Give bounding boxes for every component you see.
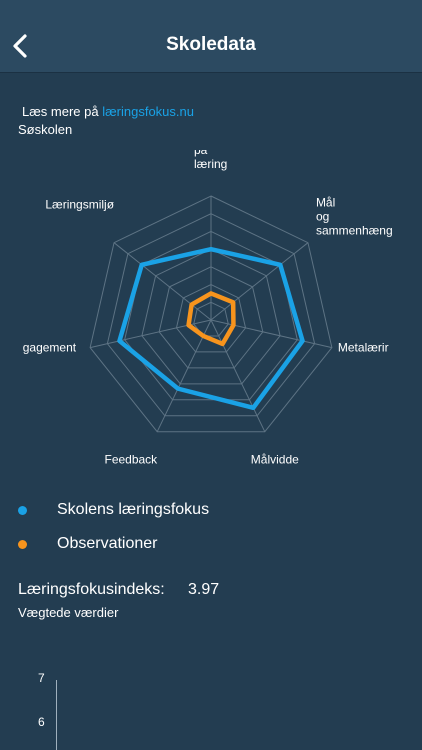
radar-spoke	[89, 319, 212, 349]
radar-axis-label: på læring	[194, 150, 227, 171]
y-tick-label: 6	[38, 715, 45, 729]
school-name: Søskolen	[18, 122, 73, 137]
legend-label: Skolens læringsfokus	[57, 501, 210, 518]
radar-grid-ring	[193, 301, 229, 337]
y-axis-line	[56, 680, 57, 750]
radar-spoke	[156, 319, 212, 432]
radar-axis-label: gagement	[23, 341, 77, 355]
radar-grid-ring	[158, 266, 264, 369]
radar-grid-ring	[141, 248, 281, 385]
index-label: Læringsfokusindeks:	[18, 581, 165, 598]
legend-item-skolens: Skolens læringsfokus	[18, 501, 209, 519]
radar-spoke	[210, 242, 309, 321]
radar-axis-label: Målvidde	[251, 453, 299, 467]
radar-axis-label: Metalærir	[338, 341, 389, 355]
index-value: 3.97	[188, 581, 220, 598]
radar-axis-label: Læringsmiljø	[45, 198, 114, 212]
radar-spoke	[210, 319, 266, 432]
y-tick-label: 7	[38, 671, 45, 685]
laeringsfokus-link[interactable]: læringsfokus.nu	[102, 104, 194, 119]
legend-dot-blue	[18, 505, 27, 515]
radar-axis-label: Feedback	[104, 453, 158, 467]
radar-spoke	[210, 319, 333, 349]
radar-grid-ring	[89, 195, 333, 433]
weighted-values-label: Vægtede værdier	[18, 605, 119, 620]
legend-label: Observationer	[57, 535, 158, 552]
radar-grid-ring	[175, 284, 247, 353]
page-title: Skoledata	[166, 34, 256, 55]
navigation-bar: Skoledata	[0, 0, 422, 73]
radar-spoke	[113, 242, 212, 321]
chevron-left-icon	[13, 34, 27, 58]
read-more-line: Læs mere på læringsfokus.nu	[22, 104, 194, 119]
radar-series-skolens	[117, 246, 305, 411]
legend-dot-orange	[18, 539, 27, 549]
radar-series-observationer	[186, 291, 236, 347]
back-button[interactable]	[6, 28, 34, 64]
read-more-text: Læs mere på	[22, 104, 99, 119]
radar-axis-label: Mål og sammenhæng	[316, 196, 393, 238]
radar-grid-ring	[106, 213, 316, 417]
radar-chart: på læring Mål og sammenhæng Metalærir Målvidde…	[23, 150, 393, 467]
legend-item-observationer: Observationer	[18, 535, 158, 553]
